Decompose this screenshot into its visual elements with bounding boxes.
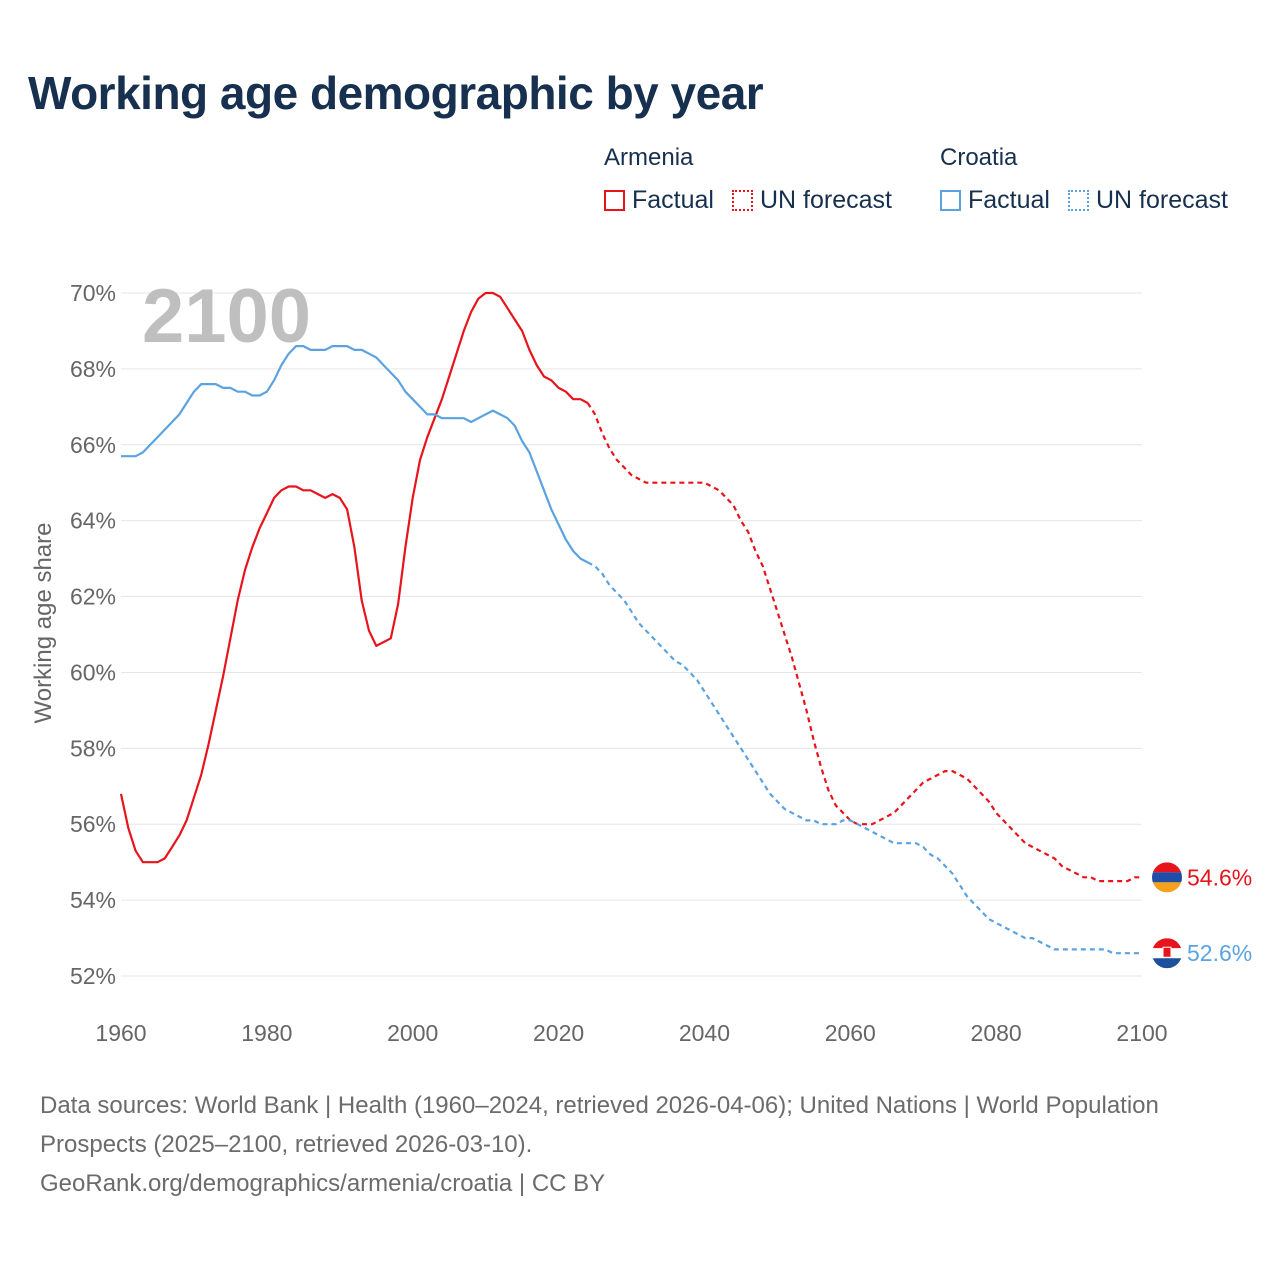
coat-of-arms [1162, 946, 1172, 958]
year-watermark: 2100 [142, 274, 311, 359]
legend-armenia-forecast[interactable]: UN forecast [731, 186, 892, 215]
y-tick-label: 66% [70, 432, 116, 458]
y-tick-label: 56% [70, 811, 116, 837]
series-line-armenia-factual [119, 291, 589, 864]
legend-swatch-dotted [731, 190, 753, 211]
y-axis-label: Working age share [30, 523, 57, 724]
legend-swatch-dotted [1067, 190, 1089, 211]
legend-croatia-forecast[interactable]: UN forecast [1067, 186, 1228, 215]
legend-croatia-factual[interactable]: Factual [940, 186, 1050, 215]
legend-group-armenia: Armenia Factual UN forecast [604, 144, 910, 215]
y-tick-label: 62% [70, 584, 116, 610]
y-axis-ticks: 52% 54% 56% 58% 60% 62% 64% 66% 68% 70% [70, 280, 116, 989]
legend-label: Factual [968, 186, 1050, 214]
series-line-croatia-forecast [587, 561, 1142, 955]
credit-link[interactable]: GeoRank.org/demographics/armenia/croatia… [40, 1170, 606, 1197]
y-tick-label: 54% [70, 887, 116, 913]
line-chart: 52% 54% 56% 58% 60% 62% 64% 66% 68% 70% 1960 1980 2… [30, 274, 1252, 1046]
legend-label: UN forecast [1095, 186, 1228, 214]
legend-label: UN forecast [759, 186, 892, 214]
legend-armenia-factual[interactable]: Factual [604, 186, 714, 215]
page-title: Working age demographic by year [28, 67, 764, 119]
y-tick-label: 52% [70, 963, 116, 989]
legend-group-name: Armenia [604, 144, 694, 171]
x-tick-label: 1980 [241, 1020, 292, 1046]
x-axis-ticks: 1960 1980 2000 2020 2040 2060 2080 2100 [95, 1020, 1167, 1046]
x-tick-label: 1960 [95, 1020, 146, 1046]
end-value-label: 52.6% [1187, 940, 1252, 966]
series-lines [119, 291, 1142, 955]
legend-label: Factual [632, 186, 714, 214]
x-tick-label: 2100 [1116, 1020, 1167, 1046]
legend-group-croatia: Croatia Factual UN forecast [940, 144, 1246, 215]
legend-group-name: Croatia [940, 144, 1018, 171]
series-line-croatia-factual [121, 345, 589, 564]
x-tick-label: 2060 [825, 1020, 876, 1046]
data-sources: Data sources: World Bank | Health (1960–… [40, 1092, 1159, 1158]
y-tick-label: 70% [70, 280, 116, 306]
y-tick-label: 64% [70, 508, 116, 534]
armenia-flag-icon [1152, 862, 1182, 893]
series-line-armenia-forecast [586, 402, 1142, 883]
end-markers: 54.6% 52.6% [1152, 862, 1252, 969]
y-tick-label: 68% [70, 356, 116, 382]
y-tick-label: 60% [70, 659, 116, 685]
legend-swatch-solid [940, 190, 961, 211]
footer: Data sources: World Bank | Health (1960–… [40, 1086, 1240, 1203]
legend-swatch-solid [604, 190, 625, 211]
x-tick-label: 2020 [533, 1020, 584, 1046]
x-tick-label: 2000 [387, 1020, 438, 1046]
x-tick-label: 2040 [679, 1020, 730, 1046]
end-value-label: 54.6% [1187, 864, 1252, 890]
grid-lines [121, 292, 1142, 977]
x-tick-label: 2080 [971, 1020, 1022, 1046]
croatia-flag-icon [1152, 938, 1182, 969]
y-tick-label: 58% [70, 735, 116, 761]
